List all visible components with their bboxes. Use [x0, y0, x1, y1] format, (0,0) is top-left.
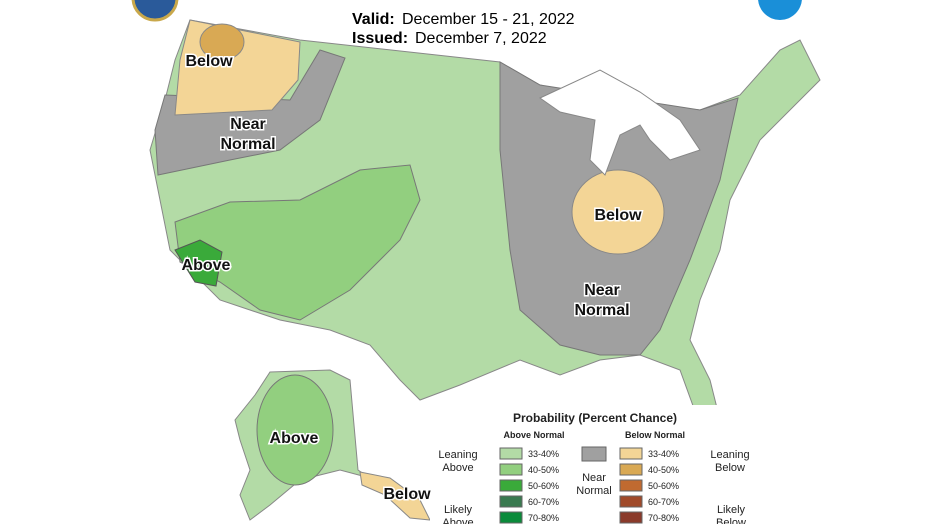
above-range: 33-40% — [528, 449, 559, 459]
legend-box — [430, 405, 760, 524]
map-label: Below — [383, 486, 431, 503]
below-northwest-core — [199, 23, 245, 61]
above-swatch — [499, 447, 523, 460]
above-swatch — [499, 495, 523, 508]
map-label: Normal — [574, 302, 629, 319]
below-swatch — [619, 463, 643, 476]
above-range: 70-80% — [528, 513, 559, 523]
below-alaska — [359, 471, 431, 521]
legend-group-label: Near — [582, 472, 606, 484]
below-heading: Below Normal — [625, 430, 685, 440]
above-heading: Above Normal — [503, 430, 564, 440]
below-range: 33-40% — [648, 449, 679, 459]
map-label: Near — [584, 282, 620, 299]
legend-group-label: Likely — [444, 504, 473, 516]
map-label: Below — [594, 207, 642, 224]
issued-date: December 7, 2022 — [415, 30, 547, 47]
above-swatch — [499, 511, 523, 524]
nws-logo — [758, 0, 802, 20]
map-label: Above — [270, 430, 319, 447]
legend-group-label: Leaning — [438, 449, 477, 461]
below-swatch — [619, 447, 643, 460]
below-midwest — [571, 169, 665, 255]
below-swatch — [619, 511, 643, 524]
legend-group-label: Below — [715, 462, 745, 474]
valid-date: December 15 - 21, 2022 — [402, 11, 575, 28]
above-swatch — [499, 463, 523, 476]
legend-group-label: Above — [442, 462, 473, 474]
map-label: Normal — [220, 136, 275, 153]
below-range: 50-60% — [648, 481, 679, 491]
above-swatch — [499, 479, 523, 492]
above-range: 50-60% — [528, 481, 559, 491]
legend-group-label: Normal — [576, 485, 611, 497]
legend-group-label: Likely — [717, 504, 746, 516]
above-range: 40-50% — [528, 465, 559, 475]
map-label: Near — [230, 116, 266, 133]
above-alaska — [256, 374, 334, 486]
legend-title: Probability (Percent Chance) — [513, 411, 677, 425]
legend-group-label: Above — [442, 517, 473, 524]
noaa-seal — [131, 0, 179, 22]
below-range: 40-50% — [648, 465, 679, 475]
legend-group-label: Leaning — [710, 449, 749, 461]
issued-label: Issued: — [352, 30, 408, 47]
near-normal-swatch — [581, 446, 607, 462]
near-normal-northwest — [154, 49, 346, 176]
below-swatch — [619, 495, 643, 508]
above-range: 60-70% — [528, 497, 559, 507]
above-southwest — [174, 164, 421, 321]
legend-group-label: Below — [716, 517, 746, 524]
valid-label: Valid: — [352, 11, 395, 28]
map-label: Below — [185, 53, 233, 70]
below-range: 70-80% — [648, 513, 679, 523]
map-label: Above — [182, 257, 231, 274]
great-lakes — [539, 69, 701, 176]
below-swatch — [619, 479, 643, 492]
above-southwest-core — [174, 239, 223, 287]
below-range: 60-70% — [648, 497, 679, 507]
